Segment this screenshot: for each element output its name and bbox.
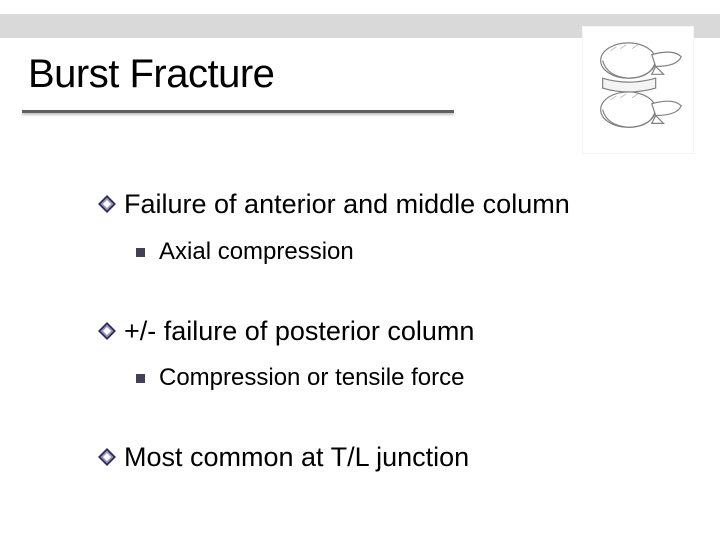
- list-item-text: Most common at T/L junction: [124, 441, 469, 475]
- list-item-text: +/- failure of posterior column: [124, 315, 474, 349]
- title-divider: [22, 110, 454, 113]
- sub-list-item-text: Compression or tensile force: [159, 364, 464, 393]
- square-bullet-icon: [136, 374, 145, 383]
- diamond-bullet-icon: [98, 322, 116, 340]
- slide-title: Burst Fracture: [28, 52, 274, 97]
- list-item: Failure of anterior and middle column: [98, 188, 678, 222]
- list-item-text: Failure of anterior and middle column: [124, 188, 570, 222]
- vertebra-icon: [583, 27, 693, 153]
- diamond-bullet-icon: [98, 448, 116, 466]
- content-area: Failure of anterior and middle column Ax…: [98, 188, 678, 491]
- square-bullet-icon: [136, 248, 145, 257]
- diamond-bullet-icon: [98, 195, 116, 213]
- sub-list-item: Compression or tensile force: [136, 364, 678, 393]
- list-item: Most common at T/L junction: [98, 441, 678, 475]
- vertebra-image: [582, 26, 694, 154]
- sub-list-item: Axial compression: [136, 238, 678, 267]
- sub-list-item-text: Axial compression: [159, 238, 354, 267]
- list-item: +/- failure of posterior column: [98, 315, 678, 349]
